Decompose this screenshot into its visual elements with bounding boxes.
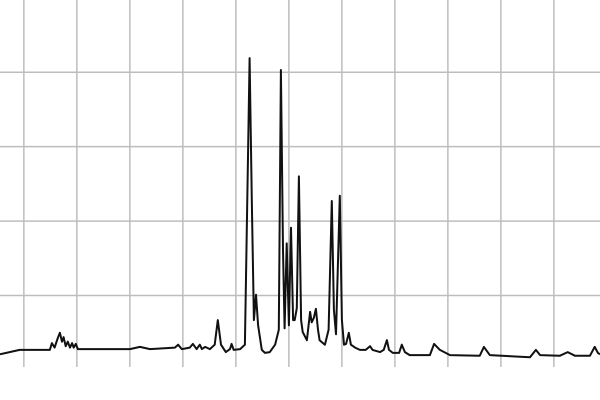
series-line <box>0 57 600 359</box>
series-group <box>0 57 600 359</box>
grid <box>0 0 600 367</box>
